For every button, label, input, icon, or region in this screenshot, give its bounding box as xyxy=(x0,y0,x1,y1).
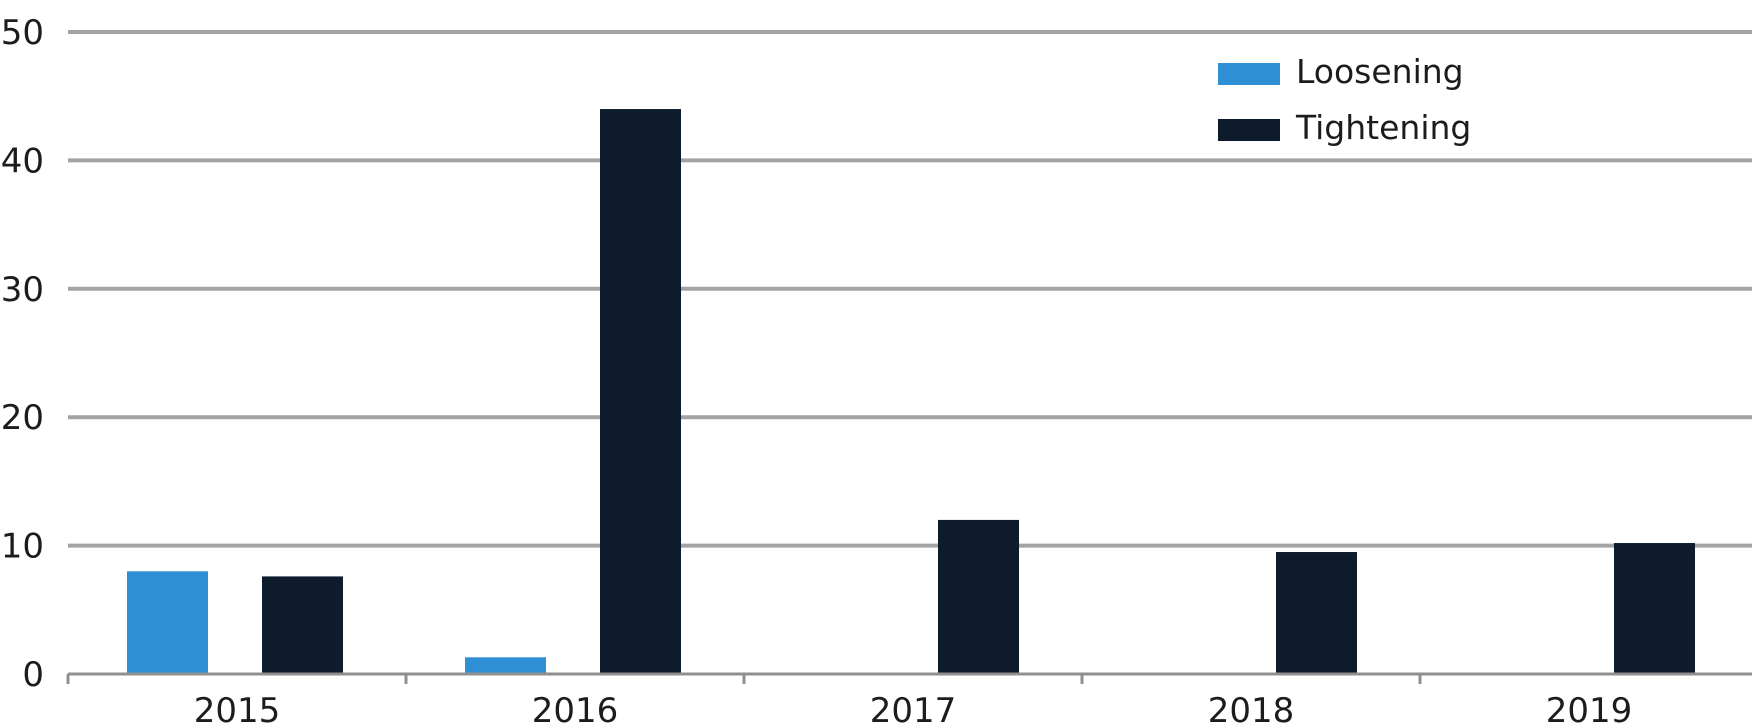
y-axis-tick-labels: 0 10 20 30 40 50 xyxy=(1,13,44,695)
bar-tightening-2016 xyxy=(600,109,681,675)
bar-tightening-2017 xyxy=(938,519,1019,674)
legend-label-tightening: Tightening xyxy=(1295,108,1471,147)
bar-tightening-2019 xyxy=(1614,543,1695,674)
legend-swatch-loosening xyxy=(1218,63,1280,85)
bar-tightening-2018 xyxy=(1276,552,1357,674)
x-tick-label-2018: 2018 xyxy=(1208,691,1295,728)
legend-label-loosening: Loosening xyxy=(1296,52,1464,91)
x-tick-label-2016: 2016 xyxy=(532,691,619,728)
x-axis: 2015 2016 2017 2018 2019 xyxy=(66,672,1752,728)
x-tick-label-2017: 2017 xyxy=(870,691,957,728)
y-tick-label-0: 0 xyxy=(22,655,44,695)
x-tick-label-2015: 2015 xyxy=(194,691,281,728)
bar-loosening-2015 xyxy=(127,571,208,674)
y-tick-label-20: 20 xyxy=(1,398,44,438)
y-tick-label-30: 30 xyxy=(1,270,44,310)
legend-swatch-tightening xyxy=(1218,119,1280,141)
y-tick-label-50: 50 xyxy=(1,13,44,53)
y-tick-label-40: 40 xyxy=(1,141,44,181)
bars xyxy=(127,109,1695,675)
y-tick-label-10: 10 xyxy=(1,527,44,567)
gridlines xyxy=(68,30,1752,548)
x-tick-label-2019: 2019 xyxy=(1546,691,1633,728)
bar-loosening-2016 xyxy=(465,657,546,674)
bar-tightening-2015 xyxy=(262,576,343,674)
legend: Loosening Tightening xyxy=(1218,52,1471,147)
